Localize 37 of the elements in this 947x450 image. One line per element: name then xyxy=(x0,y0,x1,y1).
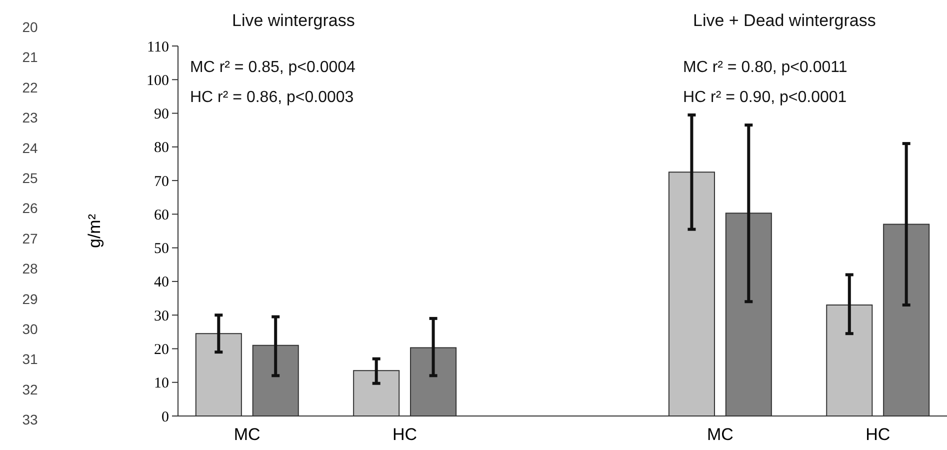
y-axis-title: g/m² xyxy=(85,214,104,248)
text: 31 xyxy=(22,351,38,368)
text: 33 xyxy=(22,412,38,428)
y-tick-label: 60 xyxy=(154,207,169,224)
text: 23 xyxy=(22,110,38,126)
text: 22 xyxy=(22,79,38,96)
x-tick-label: MC xyxy=(706,425,734,444)
text: 25 xyxy=(22,170,38,186)
x-tick-label: HC xyxy=(866,425,890,444)
text: 26 xyxy=(22,200,38,216)
annotation: HC r² = 0.90, p<0.0001 xyxy=(683,89,847,106)
y-tick-label: 50 xyxy=(154,241,169,258)
y-tick-label: 80 xyxy=(154,140,169,156)
text: 32 xyxy=(22,381,38,398)
text: Live + Dead wintergrass xyxy=(693,11,876,30)
text: 24 xyxy=(22,140,38,156)
x-tick-label: HC xyxy=(392,425,418,444)
text: 27 xyxy=(22,230,38,246)
y-tick-label: 30 xyxy=(154,308,169,324)
y-tick-label: 110 xyxy=(147,39,169,56)
annotation: MC r² = 0.80, p<0.0011 xyxy=(683,59,848,76)
y-tick-label: 70 xyxy=(154,174,169,190)
text: 21 xyxy=(22,49,38,66)
y-tick-label: 10 xyxy=(154,376,169,392)
y-tick-label: 0 xyxy=(162,409,169,426)
annotation: MC r² = 0.85, p<0.0004 xyxy=(190,59,356,76)
y-tick-label: 40 xyxy=(154,274,169,291)
y-tick-label: 90 xyxy=(154,106,169,123)
y-tick-label: 100 xyxy=(146,72,169,89)
x-tick-label: MC xyxy=(234,425,260,444)
text: 20 xyxy=(22,19,38,35)
text: 29 xyxy=(22,290,38,307)
text: 28 xyxy=(22,260,38,277)
y-tick-label: 20 xyxy=(154,342,169,358)
text: Live wintergrass xyxy=(232,11,355,30)
text: 30 xyxy=(22,321,38,337)
annotation: HC r² = 0.86, p<0.0003 xyxy=(190,89,354,106)
